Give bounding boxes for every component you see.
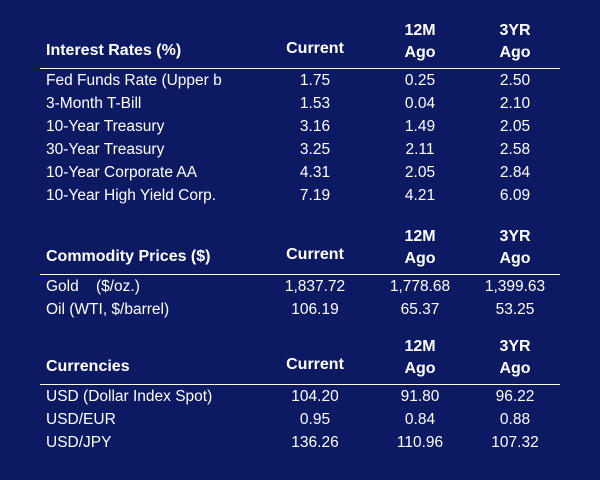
row-label: USD/EUR [46, 411, 116, 428]
3yr-ago-value: 2.58 [499, 141, 531, 158]
table-header: Interest Rates (%) Current 12M Ago 3YR A… [40, 20, 560, 68]
table-row: Fed Funds Rate (Upper b 1.75 0.25 2.50 [40, 69, 560, 92]
3yr-ago-value: 1,399.63 [484, 278, 546, 295]
12m-ago-value: 0.04 [404, 95, 436, 112]
current-value: 4.31 [299, 164, 331, 181]
current-value: 106.19 [291, 301, 339, 318]
3yr-ago-value: 2.84 [499, 164, 531, 181]
header-divider [40, 384, 560, 385]
column-header-current: Current [286, 246, 344, 263]
current-value: 0.95 [299, 411, 331, 428]
current-value: 104.20 [291, 388, 339, 405]
row-label: 10-Year Corporate AA [46, 164, 198, 181]
12m-ago-value: 1.49 [404, 118, 436, 135]
table-row: USD/JPY 136.26 110.96 107.32 [40, 431, 560, 454]
table-row: 10-Year Treasury 3.16 1.49 2.05 [40, 115, 560, 138]
table-row: 10-Year High Yield Corp. 7.19 4.21 6.09 [40, 184, 560, 207]
table-row: 10-Year Corporate AA 4.31 2.05 2.84 [40, 161, 560, 184]
table-row: 30-Year Treasury 3.25 2.11 2.58 [40, 138, 560, 161]
currencies-table: Currencies Current 12M Ago 3YR Ago USD (… [40, 336, 560, 454]
column-header-12m-ago: 12M Ago [404, 22, 436, 61]
current-value: 1.75 [299, 72, 331, 89]
row-label: 10-Year High Yield Corp. [46, 187, 217, 204]
12m-ago-value: 1,778.68 [389, 278, 451, 295]
current-value: 1,837.72 [284, 278, 346, 295]
current-value: 7.19 [299, 187, 331, 204]
section-title: Interest Rates (%) [46, 42, 182, 59]
row-label: Oil (WTI, $/barrel) [46, 301, 170, 318]
table-row: Gold ($/oz.) 1,837.72 1,778.68 1,399.63 [40, 275, 560, 298]
12m-ago-value: 2.11 [405, 141, 435, 158]
current-value: 1.53 [299, 95, 331, 112]
3yr-ago-value: 96.22 [495, 388, 535, 405]
header-divider [40, 274, 560, 275]
row-label: USD (Dollar Index Spot) [46, 388, 213, 405]
column-header-12m-ago: 12M Ago [404, 338, 436, 377]
row-label: 30-Year Treasury [46, 141, 165, 158]
3yr-ago-value: 107.32 [491, 434, 539, 451]
12m-ago-value: 91.80 [400, 388, 440, 405]
row-label: Gold ($/oz.) [46, 278, 140, 295]
table-row: 3-Month T-Bill 1.53 0.04 2.10 [40, 92, 560, 115]
3yr-ago-value: 0.88 [499, 411, 531, 428]
current-value: 3.25 [299, 141, 331, 158]
table-header: Commodity Prices ($) Current 12M Ago 3YR… [40, 226, 560, 274]
row-label: 3-Month T-Bill [46, 95, 142, 112]
row-label: USD/JPY [46, 434, 112, 451]
column-header-current: Current [286, 40, 344, 57]
12m-ago-value: 4.21 [404, 187, 436, 204]
12m-ago-value: 65.37 [400, 301, 440, 318]
column-header-3yr-ago: 3YR Ago [499, 228, 531, 267]
12m-ago-value: 110.96 [396, 434, 444, 451]
12m-ago-value: 2.05 [404, 164, 436, 181]
table-row: Oil (WTI, $/barrel) 106.19 65.37 53.25 [40, 298, 560, 321]
column-header-current: Current [286, 356, 344, 373]
section-title: Commodity Prices ($) [46, 248, 211, 265]
row-label: Fed Funds Rate (Upper b [46, 72, 222, 89]
3yr-ago-value: 2.50 [499, 72, 531, 89]
commodity-prices-table: Commodity Prices ($) Current 12M Ago 3YR… [40, 226, 560, 321]
3yr-ago-value: 53.25 [495, 301, 535, 318]
current-value: 3.16 [299, 118, 331, 135]
12m-ago-value: 0.84 [404, 411, 436, 428]
interest-rates-table: Interest Rates (%) Current 12M Ago 3YR A… [40, 20, 560, 207]
3yr-ago-value: 6.09 [499, 187, 531, 204]
3yr-ago-value: 2.05 [499, 118, 531, 135]
table-row: USD (Dollar Index Spot) 104.20 91.80 96.… [40, 385, 560, 408]
column-header-12m-ago: 12M Ago [404, 228, 436, 267]
current-value: 136.26 [291, 434, 339, 451]
row-label: 10-Year Treasury [46, 118, 165, 135]
header-divider [40, 68, 560, 69]
3yr-ago-value: 2.10 [499, 95, 531, 112]
table-row: USD/EUR 0.95 0.84 0.88 [40, 408, 560, 431]
table-header: Currencies Current 12M Ago 3YR Ago [40, 336, 560, 384]
column-header-3yr-ago: 3YR Ago [499, 338, 531, 377]
section-title: Currencies [46, 358, 130, 375]
12m-ago-value: 0.25 [404, 72, 436, 89]
column-header-3yr-ago: 3YR Ago [499, 22, 531, 61]
